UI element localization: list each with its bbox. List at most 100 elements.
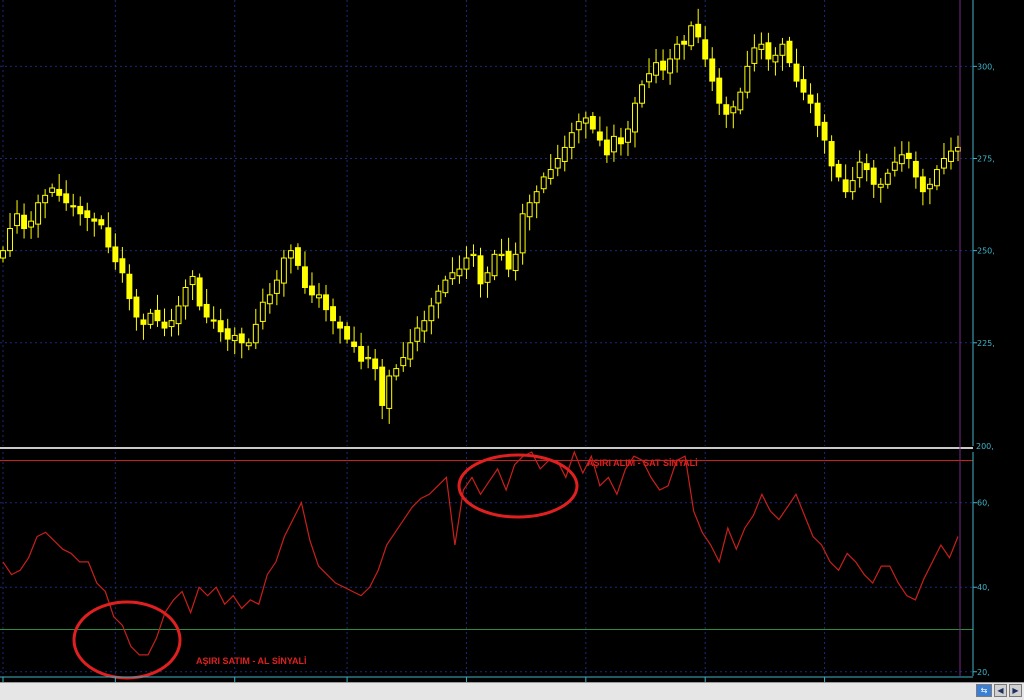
candle bbox=[751, 34, 758, 72]
candle-body-down bbox=[344, 326, 351, 340]
candle-body-up bbox=[751, 47, 758, 64]
candle-body-up bbox=[540, 176, 547, 190]
candle bbox=[856, 150, 863, 188]
candle-body-up bbox=[463, 257, 470, 270]
candle-body-up bbox=[252, 323, 259, 344]
candle bbox=[126, 264, 133, 311]
candle bbox=[400, 342, 407, 372]
candle bbox=[287, 244, 294, 274]
candle bbox=[203, 288, 210, 324]
candle-body-down bbox=[589, 115, 596, 130]
candle-body-up bbox=[231, 334, 238, 342]
candle-body-down bbox=[133, 296, 140, 318]
candle bbox=[709, 47, 716, 92]
candle-body-up bbox=[632, 102, 638, 133]
candle-body-down bbox=[56, 188, 63, 196]
candle-body-down bbox=[793, 63, 800, 82]
candle-body-down bbox=[210, 319, 217, 322]
candle-body-down bbox=[294, 247, 301, 266]
candle bbox=[905, 141, 912, 169]
candle-body-up bbox=[182, 287, 189, 307]
candle-body-down bbox=[238, 333, 245, 344]
candle-body-down bbox=[126, 273, 133, 300]
candle bbox=[386, 369, 393, 424]
triangle-left-icon[interactable]: ◀ bbox=[994, 684, 1007, 697]
candle bbox=[344, 322, 351, 344]
overbought-highlight-ellipse bbox=[457, 453, 579, 519]
triangle-right-icon[interactable]: ▶ bbox=[1009, 684, 1022, 697]
candle bbox=[316, 283, 322, 308]
candle bbox=[477, 247, 484, 298]
price-y-axis: 225, 250, 275, 300, bbox=[973, 62, 995, 348]
candle bbox=[337, 315, 344, 344]
candle bbox=[793, 48, 800, 88]
candle bbox=[56, 173, 63, 202]
oscillator-y-axis: 20, 40, 60, bbox=[973, 499, 990, 677]
candle bbox=[716, 68, 723, 116]
candle bbox=[779, 37, 786, 71]
candle bbox=[379, 359, 386, 420]
candle bbox=[617, 127, 624, 156]
candle-body-up bbox=[575, 121, 582, 131]
candle-body-down bbox=[301, 266, 308, 289]
candle bbox=[119, 246, 126, 283]
candle-body-down bbox=[765, 42, 772, 60]
candle bbox=[835, 159, 842, 182]
candle-body-up bbox=[407, 342, 414, 360]
candle bbox=[498, 238, 505, 261]
candle-body-down bbox=[63, 193, 70, 204]
candle bbox=[323, 284, 329, 322]
candle-body-up bbox=[948, 150, 954, 162]
candle bbox=[744, 50, 751, 99]
candle-body-down bbox=[21, 214, 28, 230]
candle bbox=[42, 189, 49, 219]
candle bbox=[625, 120, 631, 156]
candle-body-down bbox=[196, 277, 203, 307]
candle-body-up bbox=[280, 257, 287, 284]
candle-body-up bbox=[259, 301, 266, 322]
candle-body-up bbox=[646, 73, 652, 83]
overbought-annotation: AŞIRI ALIM - SAT SİNYALİ bbox=[587, 458, 698, 468]
candle bbox=[168, 308, 175, 337]
candle-body-up bbox=[891, 161, 898, 171]
candle-body-up bbox=[533, 191, 540, 204]
candle-body-down bbox=[716, 77, 723, 104]
candle bbox=[98, 215, 105, 230]
candle bbox=[765, 32, 772, 71]
candle-body-up bbox=[287, 250, 294, 259]
candle bbox=[730, 100, 737, 129]
candle-body-up bbox=[561, 146, 568, 162]
candle bbox=[884, 168, 891, 189]
candle-body-up bbox=[35, 202, 42, 225]
scroll-icon[interactable]: ⇆ bbox=[976, 684, 992, 697]
candle bbox=[758, 32, 765, 60]
candle bbox=[309, 272, 315, 303]
candle-body-down bbox=[105, 227, 112, 248]
candle bbox=[463, 246, 470, 280]
candle-body-up bbox=[547, 169, 554, 179]
candle bbox=[449, 257, 456, 285]
candle-body-up bbox=[625, 128, 631, 143]
oscillator-y-tick-label: 40, bbox=[977, 583, 990, 592]
candle bbox=[182, 279, 189, 320]
candle bbox=[926, 178, 933, 205]
candle bbox=[0, 246, 6, 263]
candle bbox=[533, 185, 540, 219]
oscillator-grid bbox=[0, 452, 973, 676]
candle-body-up bbox=[582, 117, 589, 124]
candle bbox=[393, 364, 400, 381]
candle-body-up bbox=[884, 172, 891, 185]
candle bbox=[681, 35, 688, 60]
oscillator-y-tick-label: 20, bbox=[977, 668, 990, 677]
candle bbox=[554, 144, 561, 177]
candle bbox=[358, 332, 365, 370]
candle bbox=[105, 212, 112, 254]
candle bbox=[224, 318, 231, 351]
candle bbox=[653, 49, 660, 84]
candle-body-up bbox=[273, 279, 280, 294]
candle bbox=[21, 203, 28, 239]
candle bbox=[863, 153, 870, 182]
candle bbox=[407, 329, 414, 368]
candle-body-down bbox=[681, 40, 688, 45]
